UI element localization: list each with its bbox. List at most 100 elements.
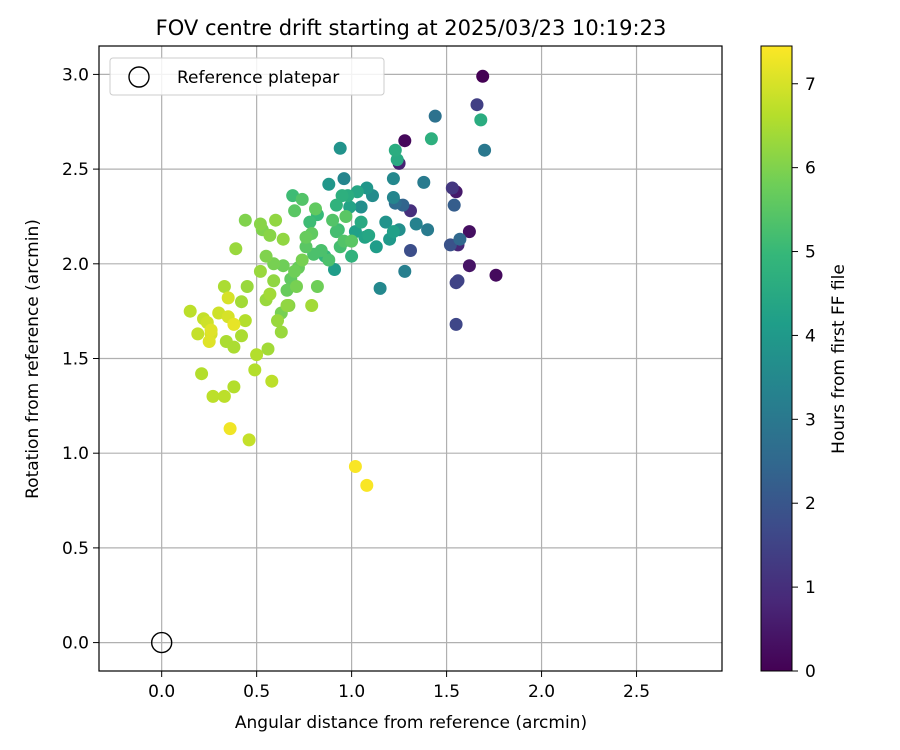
data-point xyxy=(221,291,235,305)
colorbar-gradient xyxy=(760,45,793,672)
legend-reference-marker xyxy=(128,66,150,88)
data-point xyxy=(280,299,294,312)
colorbar-tick-label: 0 xyxy=(805,662,816,682)
data-point xyxy=(339,210,353,223)
data-point xyxy=(326,213,340,227)
data-point xyxy=(314,244,328,257)
data-point xyxy=(451,274,465,288)
data-point xyxy=(269,213,283,227)
data-point xyxy=(335,189,349,203)
data-point xyxy=(204,323,218,337)
data-point xyxy=(360,478,374,492)
data-point xyxy=(322,253,336,267)
y-axis-label: Rotation from reference (arcmin) xyxy=(23,219,43,499)
data-point xyxy=(299,230,313,244)
data-point xyxy=(263,287,277,301)
data-point xyxy=(453,232,467,246)
chart-title: FOV centre drift starting at 2025/03/23 … xyxy=(156,16,667,40)
data-point xyxy=(195,367,209,381)
data-point xyxy=(295,253,309,267)
axes: 0.0 0.5 1.0 1.5 2.0 2.5 0.0 0.5 1.0 1.5 2.0 2.5 3.0 xyxy=(62,45,723,702)
data-point xyxy=(470,98,484,112)
data-point xyxy=(421,223,435,237)
y-tick-label: 1.0 xyxy=(62,444,89,464)
data-point xyxy=(238,314,252,328)
x-tick-label: 1.5 xyxy=(433,682,460,702)
x-tick-label: 0.5 xyxy=(243,682,270,702)
data-point xyxy=(337,172,351,186)
data-point xyxy=(242,433,256,447)
colorbar-tick-label: 5 xyxy=(805,243,816,263)
data-point xyxy=(271,314,284,328)
data-point xyxy=(235,295,248,309)
data-point xyxy=(299,240,313,254)
y-tick-label: 0.5 xyxy=(62,539,89,559)
data-point xyxy=(345,249,359,263)
x-tick-label: 0.0 xyxy=(148,682,175,702)
y-tick-label: 2.5 xyxy=(62,160,89,180)
grid-lines xyxy=(99,46,722,671)
data-point xyxy=(386,191,400,204)
data-point xyxy=(329,198,343,212)
data-point xyxy=(398,134,412,148)
data-point xyxy=(462,259,476,273)
reference-platepar-marker xyxy=(150,631,173,654)
data-point xyxy=(253,264,267,278)
data-point xyxy=(223,422,237,436)
data-point xyxy=(229,242,243,256)
data-point xyxy=(322,177,336,191)
data-point xyxy=(202,335,216,348)
data-point xyxy=(310,280,324,293)
colorbar-ticks: 0 1 2 3 4 5 6 7 xyxy=(792,75,816,682)
data-point xyxy=(379,215,393,229)
colorbar: 0 1 2 3 4 5 6 7 Hours from first FF file xyxy=(760,45,849,682)
data-point xyxy=(333,141,347,155)
data-point xyxy=(329,225,343,239)
x-axis-label: Angular distance from reference (arcmin) xyxy=(235,713,587,733)
x-tick-label: 1.0 xyxy=(338,682,365,702)
colorbar-tick-label: 6 xyxy=(805,159,816,179)
data-point xyxy=(476,69,490,83)
colorbar-tick-label: 7 xyxy=(805,75,816,95)
data-point xyxy=(288,204,302,218)
data-point xyxy=(235,329,248,343)
data-point xyxy=(274,325,288,339)
data-point xyxy=(462,225,476,239)
colorbar-tick-label: 2 xyxy=(805,494,816,514)
data-point xyxy=(443,238,457,252)
data-point xyxy=(447,198,461,212)
data-point xyxy=(409,217,423,231)
data-point xyxy=(227,380,241,394)
legend: Reference platepar xyxy=(109,57,385,96)
data-point xyxy=(354,215,368,229)
data-point xyxy=(303,215,317,229)
data-point xyxy=(386,172,400,186)
data-point xyxy=(259,249,273,263)
data-point xyxy=(424,132,438,146)
data-point xyxy=(489,268,503,282)
data-point xyxy=(474,113,488,127)
legend-label: Reference platepar xyxy=(177,68,339,88)
data-point xyxy=(295,192,309,206)
data-point xyxy=(191,327,205,341)
data-point xyxy=(388,143,402,157)
data-point xyxy=(449,317,463,331)
data-point xyxy=(267,274,281,288)
data-point xyxy=(445,181,459,195)
y-tick-label: 1.5 xyxy=(62,350,89,370)
data-point xyxy=(373,281,387,295)
data-point xyxy=(328,263,341,276)
data-point xyxy=(261,342,275,356)
data-point xyxy=(219,335,233,348)
x-tick-label: 2.0 xyxy=(528,682,555,702)
colorbar-label: Hours from first FF file xyxy=(829,264,849,454)
data-point xyxy=(309,202,322,216)
data-point xyxy=(417,175,431,189)
y-tick-label: 2.0 xyxy=(62,255,89,275)
data-point xyxy=(428,109,442,123)
data-point xyxy=(348,460,362,473)
data-point xyxy=(183,304,197,318)
data-point xyxy=(238,213,252,227)
colorbar-tick-label: 3 xyxy=(805,410,816,430)
